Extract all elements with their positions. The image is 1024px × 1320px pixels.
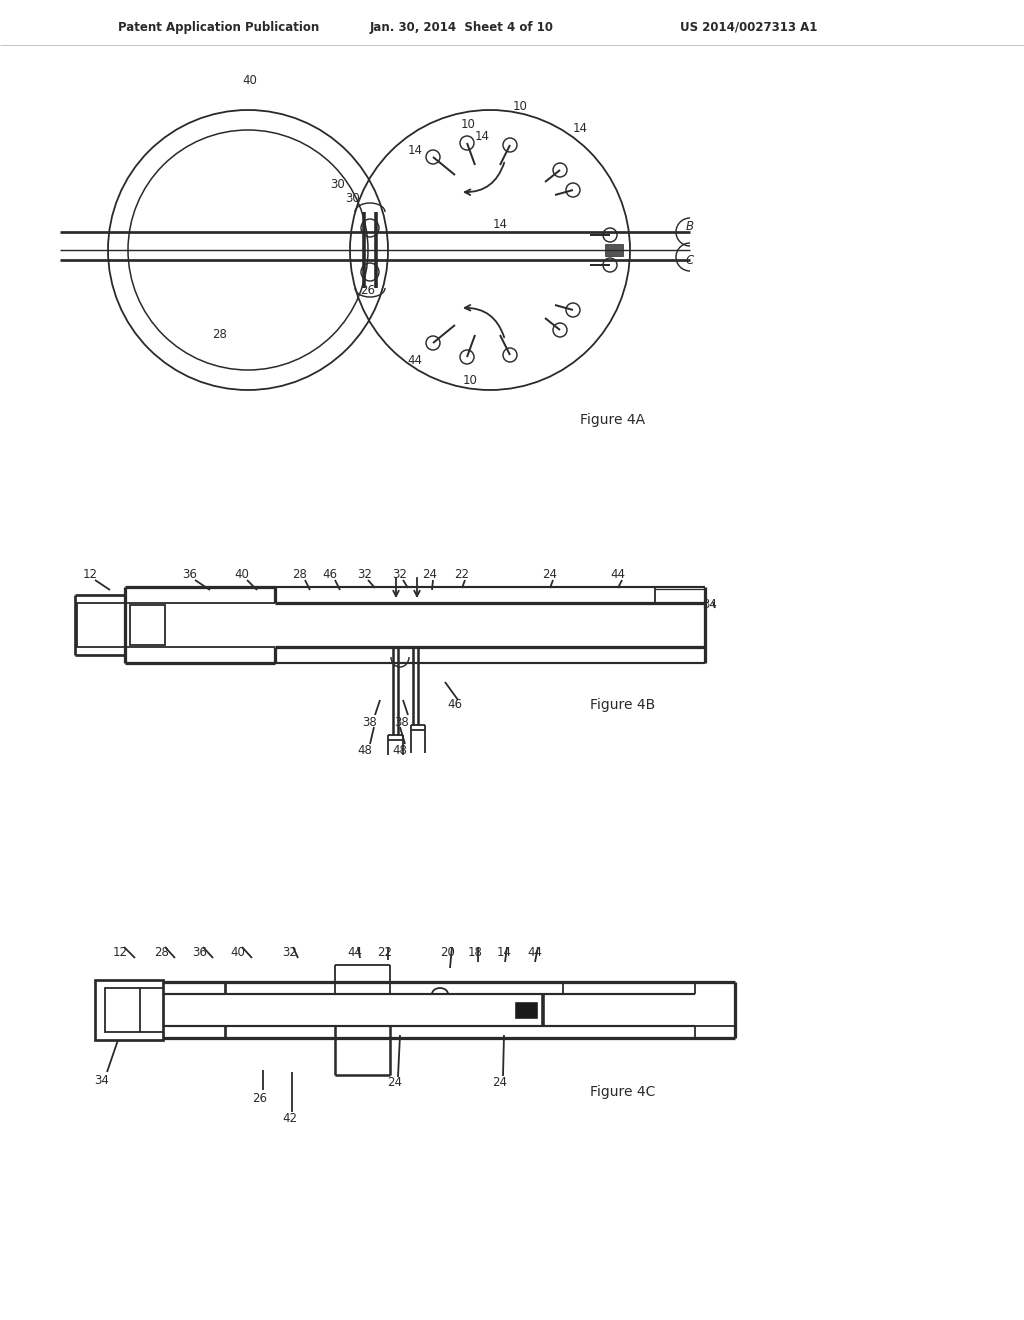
Text: Jan. 30, 2014  Sheet 4 of 10: Jan. 30, 2014 Sheet 4 of 10 <box>370 21 554 33</box>
Text: 10: 10 <box>461 119 475 132</box>
Text: 44: 44 <box>408 354 423 367</box>
Text: 22: 22 <box>455 569 469 582</box>
Text: 32: 32 <box>283 945 297 958</box>
Text: Figure 4B: Figure 4B <box>590 698 655 711</box>
Text: 14: 14 <box>493 219 508 231</box>
Text: 38: 38 <box>394 715 410 729</box>
Text: 34: 34 <box>94 1073 110 1086</box>
Text: 34: 34 <box>702 598 718 611</box>
Text: 40: 40 <box>243 74 257 87</box>
Bar <box>515 1002 537 1018</box>
Text: Figure 4C: Figure 4C <box>590 1085 655 1100</box>
Text: 20: 20 <box>440 945 456 958</box>
Text: 36: 36 <box>193 945 208 958</box>
Text: 10: 10 <box>463 374 477 387</box>
Text: 48: 48 <box>357 743 373 756</box>
Bar <box>77 603 125 647</box>
Text: 36: 36 <box>182 569 198 582</box>
Text: 12: 12 <box>83 569 97 582</box>
Text: 24: 24 <box>543 569 557 582</box>
Text: 32: 32 <box>357 569 373 582</box>
Text: 32: 32 <box>392 569 408 582</box>
Text: 30: 30 <box>346 191 360 205</box>
Text: 28: 28 <box>155 945 169 958</box>
Text: Figure 4A: Figure 4A <box>580 413 645 426</box>
Text: 24: 24 <box>387 1076 402 1089</box>
Text: Patent Application Publication: Patent Application Publication <box>118 21 319 33</box>
Text: 18: 18 <box>468 945 482 958</box>
Text: 24: 24 <box>423 569 437 582</box>
Text: 44: 44 <box>610 569 626 582</box>
Text: 42: 42 <box>283 1111 298 1125</box>
Bar <box>95 979 163 1040</box>
Bar <box>605 244 623 256</box>
Bar <box>105 987 140 1032</box>
Text: 30: 30 <box>331 178 345 191</box>
Bar <box>130 605 165 645</box>
Text: B: B <box>686 220 694 234</box>
Text: US 2014/0027313 A1: US 2014/0027313 A1 <box>680 21 817 33</box>
Text: 44: 44 <box>347 945 362 958</box>
Text: 14: 14 <box>497 945 512 958</box>
Text: 24: 24 <box>493 1076 508 1089</box>
Text: C: C <box>686 253 694 267</box>
Text: 48: 48 <box>392 743 408 756</box>
Text: 14: 14 <box>474 131 489 144</box>
Text: 14: 14 <box>572 121 588 135</box>
Text: 38: 38 <box>362 715 378 729</box>
Text: 10: 10 <box>513 100 527 114</box>
Text: 26: 26 <box>360 284 376 297</box>
Text: 46: 46 <box>447 698 463 711</box>
Text: 12: 12 <box>113 945 128 958</box>
Text: 22: 22 <box>378 945 392 958</box>
Text: 14: 14 <box>408 144 423 157</box>
Text: 40: 40 <box>234 569 250 582</box>
Text: 28: 28 <box>213 329 227 342</box>
Text: 46: 46 <box>323 569 338 582</box>
Text: 40: 40 <box>230 945 246 958</box>
Text: 28: 28 <box>293 569 307 582</box>
Text: 26: 26 <box>253 1092 267 1105</box>
Text: 44: 44 <box>527 945 543 958</box>
